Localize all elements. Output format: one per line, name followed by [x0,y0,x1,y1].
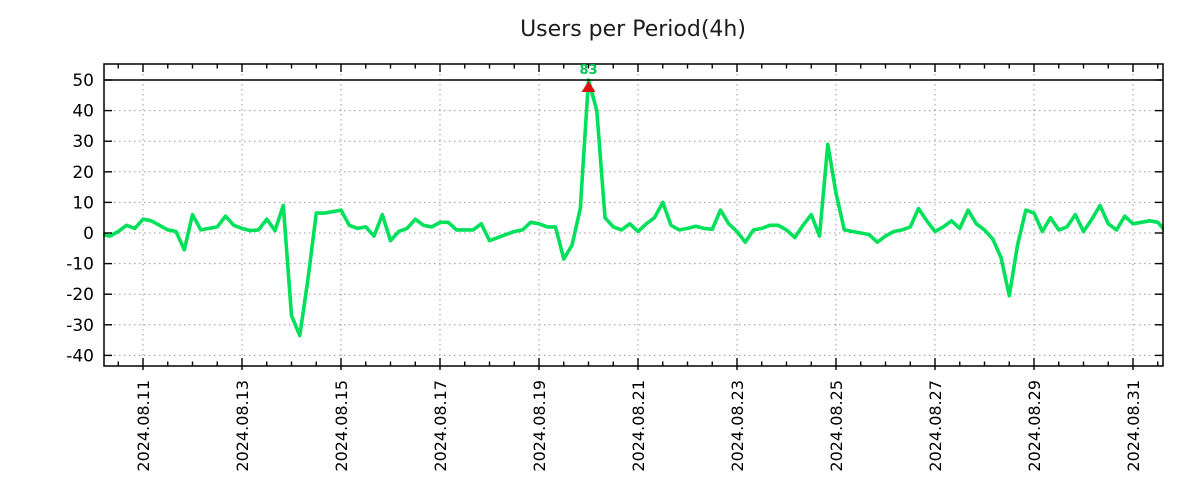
annotation-layer: 83 [579,63,598,92]
plot-frame [103,63,1164,367]
grid-layer [104,64,1163,366]
peak-marker-icon [581,81,596,92]
y-tick-label: 0 [83,224,94,244]
x-tick-label: 2024.08.25 [827,380,846,472]
y-tick-label: -30 [66,316,94,336]
y-tick-label: 20 [72,163,94,183]
y-tick-label: 10 [72,193,94,213]
peak-value-label: 83 [579,63,597,78]
y-tick-label: 30 [72,132,94,152]
x-tick-label: 2024.08.23 [728,380,747,472]
y-tick-label: 40 [72,102,94,122]
y-tick-label: -10 [66,255,94,275]
x-tick-label: 2024.08.15 [332,380,351,472]
chart-title: Users per Period(4h) [520,17,746,42]
series-layer [103,78,1164,338]
x-tick-label: 2024.08.19 [530,380,549,472]
x-tick-label: 2024.08.27 [926,380,945,472]
y-tick-label: -20 [66,285,94,305]
frame-layer: 2024.08.11 2024.08.13 2024.08.15 2024.08.17… [66,63,1164,472]
x-tick-label: 2024.08.17 [431,380,450,472]
x-tick-label: 2024.08.29 [1025,380,1044,472]
x-tick-label: 2024.08.11 [134,380,153,472]
series-line [103,78,1164,338]
y-tick-label: -40 [66,346,94,366]
x-tick-label: 2024.08.21 [629,380,648,472]
x-tick-label: 2024.08.13 [233,380,252,472]
x-tick-label: 2024.08.31 [1124,380,1143,472]
y-tick-label: 50 [72,71,94,91]
